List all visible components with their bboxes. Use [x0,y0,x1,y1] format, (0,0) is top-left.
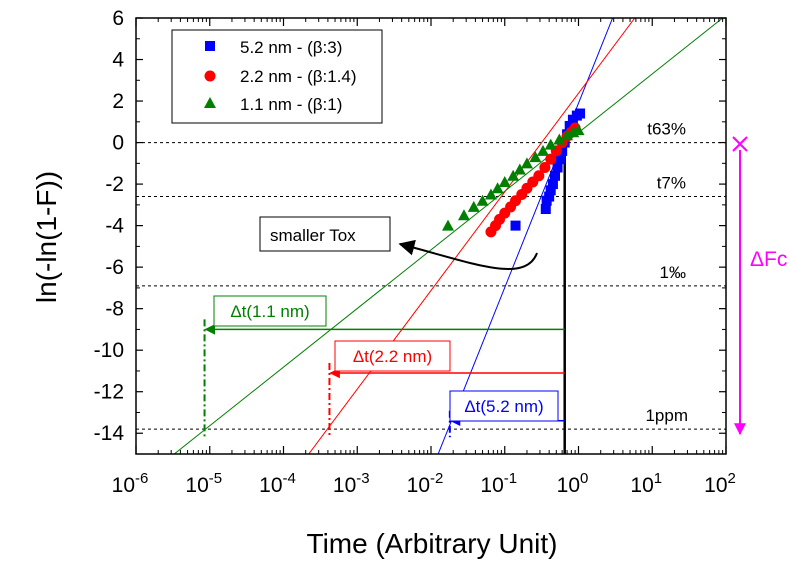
data-point-circle [533,170,545,182]
data-point-triangle [467,200,480,212]
data-point-triangle [520,157,533,169]
ref-line-label: 1‰ [660,263,686,282]
data-point-square [544,191,555,202]
reference-lines: t63% t7% 1‰ 1ppm [136,120,726,430]
delta-t-label: Δt(2.2 nm) [353,347,432,366]
fit-line [308,18,636,454]
fit-lines [173,18,723,454]
y-tick-label: -2 [105,173,124,196]
data-points [441,108,586,238]
y-tick-label: -12 [94,381,124,404]
data-point-square [575,108,586,119]
data-point-square [554,154,565,165]
smaller-tox-label: smaller Tox [270,226,356,245]
data-point-triangle [572,124,585,136]
x-tick-label: 10-4 [259,470,296,497]
data-point-triangle [484,188,497,200]
data-point-triangle [441,219,454,231]
ref-line-label: t7% [657,174,686,193]
legend-label-5nm: 5.2 nm - (β:3) [240,38,342,57]
smaller-tox-box [259,216,391,252]
data-point-triangle [513,163,526,175]
y-tick-label: 6 [112,7,124,30]
data-point-triangle [529,151,542,163]
data-point-triangle [491,182,504,194]
y-tick-label: -6 [105,256,124,279]
axis-ticks: 6 4 2 0 -2 -4 -6 -8 -10 -12 -14 10-6 10-5 10-4 10-3 10-… [94,7,736,497]
data-point-triangle [498,176,511,188]
delta-t-label: Δt(1.1 nm) [230,302,309,321]
legend: 5.2 nm - (β:3) 2.2 nm - (β:1.4) 1.1 nm -… [171,29,383,124]
data-point-square [549,170,560,181]
legend-marker-2nm [204,70,216,82]
y-tick-label: -8 [105,298,124,321]
y-axis-title: ln(-ln(1-F)) [31,171,62,303]
data-point-triangle [476,194,489,206]
ref-line-label: t63% [647,120,686,139]
legend-marker-5nm [205,41,215,51]
ref-line-label: 1ppm [645,406,688,425]
delta-fc-x-mark-b [732,136,748,152]
data-point-triangle [536,144,549,156]
data-point-square [545,185,556,196]
x-tick-label: 10-2 [407,470,444,497]
y-tick-label: 2 [112,90,124,113]
delta-t-label: Δt(5.2 nm) [464,397,543,416]
data-point-triangle [561,129,574,141]
delta-t-box [213,295,327,327]
data-point-square [552,162,563,173]
data-point-square [540,204,551,215]
delta-fc-label: ΔFc [750,248,787,271]
x-axis-title: Time (Arbitrary Unit) [307,528,558,559]
fit-line [437,18,614,454]
legend-label-1nm: 1.1 nm - (β:1) [240,95,342,114]
data-point-triangle [544,138,557,150]
y-tick-label: -10 [94,339,124,362]
legend-marker-1nm [204,97,216,108]
data-point-square [564,120,575,131]
delta-t-box [449,390,559,422]
delta-fc-annotation: ΔFc [732,136,787,436]
data-point-square [547,179,558,190]
y-tick-label: -4 [105,215,124,238]
legend-label-2nm: 2.2 nm - (β:1.4) [240,67,357,86]
delta-t-box [334,340,451,372]
x-tick-label: 10-3 [333,470,370,497]
data-point-triangle [457,209,470,221]
x-tick-label: 10-1 [480,470,517,497]
smaller-tox-arrow [398,239,538,270]
x-tick-label: 10-6 [112,470,149,497]
data-point-triangle [507,169,520,181]
data-point-triangle [553,133,566,145]
y-tick-label: 0 [112,132,124,155]
x-tick-label: 10-5 [185,470,222,497]
data-point-square [510,220,521,231]
delta-t-annotations: Δt(1.1 nm) Δt(2.2 nm) Δt(5.2 nm) [203,142,566,454]
data-point-circle [539,161,551,173]
y-tick-label: 4 [112,49,124,72]
x-tick-label: 101 [630,470,662,497]
x-tick-label: 102 [704,470,736,497]
fit-line [173,18,723,454]
x-tick-label: 100 [557,470,589,497]
y-tick-label: -14 [94,422,125,445]
data-point-circle [545,153,557,165]
data-point-square [557,145,568,156]
